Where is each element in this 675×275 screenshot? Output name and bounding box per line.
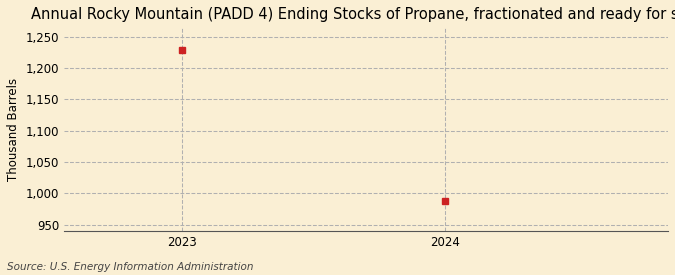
Y-axis label: Thousand Barrels: Thousand Barrels bbox=[7, 78, 20, 181]
Title: Annual Rocky Mountain (PADD 4) Ending Stocks of Propane, fractionated and ready : Annual Rocky Mountain (PADD 4) Ending St… bbox=[31, 7, 675, 22]
Text: Source: U.S. Energy Information Administration: Source: U.S. Energy Information Administ… bbox=[7, 262, 253, 272]
